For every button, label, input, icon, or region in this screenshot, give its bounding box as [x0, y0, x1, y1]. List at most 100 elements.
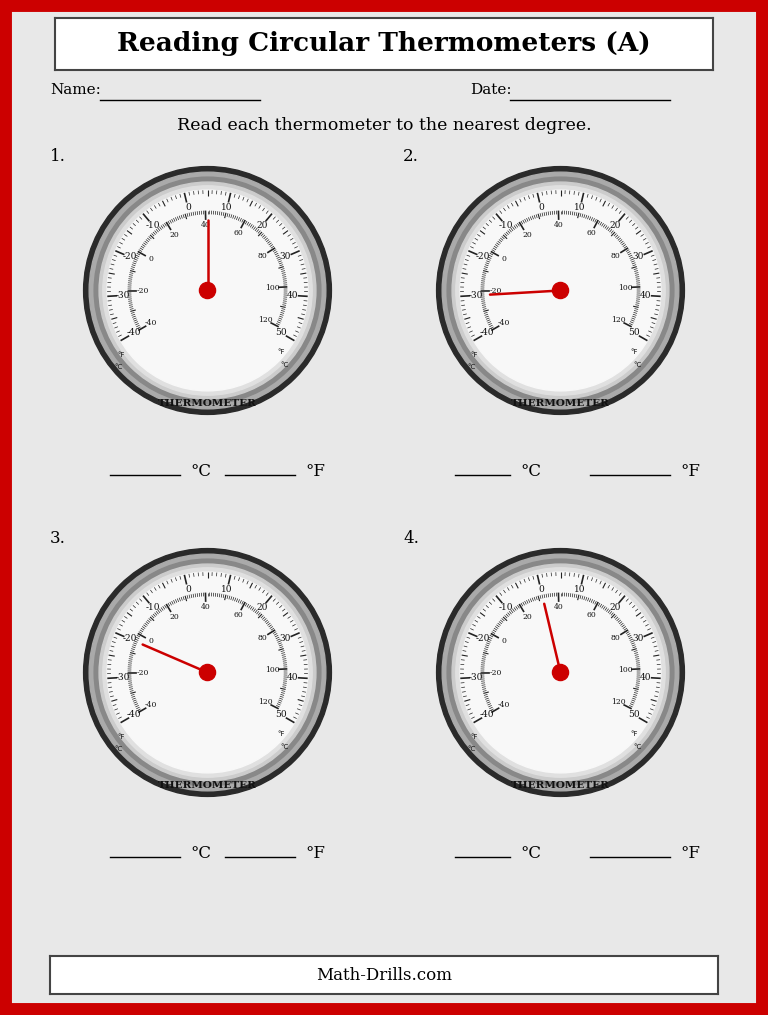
Text: -20: -20 — [122, 253, 137, 262]
Text: 60: 60 — [233, 229, 243, 238]
Text: 120: 120 — [611, 698, 626, 706]
Text: 20: 20 — [169, 613, 179, 621]
Text: °F: °F — [277, 349, 285, 355]
Text: 120: 120 — [258, 316, 273, 324]
Circle shape — [447, 178, 674, 404]
Text: °C: °C — [281, 362, 289, 367]
Text: 100: 100 — [265, 666, 280, 674]
Text: -40: -40 — [127, 329, 141, 337]
Circle shape — [460, 190, 661, 391]
Text: °C: °C — [281, 744, 289, 750]
Text: -20: -20 — [136, 669, 149, 677]
Circle shape — [452, 564, 669, 781]
Text: 40: 40 — [554, 221, 564, 229]
Text: °F: °F — [118, 734, 125, 740]
Text: 20: 20 — [609, 221, 621, 230]
Text: °F: °F — [277, 732, 285, 738]
Text: 10: 10 — [221, 203, 233, 212]
Text: THERMOMETER: THERMOMETER — [511, 399, 610, 408]
Text: 20: 20 — [522, 230, 531, 239]
Text: 20: 20 — [609, 603, 621, 612]
Text: 50: 50 — [275, 710, 286, 720]
Circle shape — [558, 287, 564, 293]
Text: °F: °F — [305, 463, 325, 479]
Circle shape — [436, 548, 684, 797]
Text: 50: 50 — [628, 710, 640, 720]
Text: 10: 10 — [221, 586, 233, 595]
Text: Date:: Date: — [470, 83, 511, 97]
Text: THERMOMETER: THERMOMETER — [158, 399, 257, 408]
Text: -40: -40 — [127, 710, 141, 720]
Text: -10: -10 — [146, 221, 161, 230]
Circle shape — [455, 567, 665, 777]
Text: °C: °C — [114, 746, 122, 752]
Text: °F: °F — [118, 352, 125, 358]
Text: -20: -20 — [122, 634, 137, 644]
Text: 60: 60 — [233, 611, 243, 619]
Text: 120: 120 — [611, 316, 626, 324]
Circle shape — [552, 665, 568, 680]
Text: 80: 80 — [611, 633, 621, 641]
Text: °F: °F — [305, 844, 325, 862]
Circle shape — [455, 186, 665, 395]
Text: 0: 0 — [502, 255, 506, 263]
Text: 20: 20 — [257, 603, 268, 612]
Text: -40: -40 — [145, 701, 157, 709]
Circle shape — [99, 182, 316, 399]
Circle shape — [107, 572, 308, 772]
Text: 0: 0 — [148, 636, 153, 645]
Text: -10: -10 — [498, 603, 513, 612]
Text: 0: 0 — [502, 636, 506, 645]
Circle shape — [204, 287, 210, 293]
Text: 40: 40 — [201, 604, 210, 611]
Text: -40: -40 — [480, 710, 495, 720]
Text: 30: 30 — [633, 634, 644, 644]
Circle shape — [442, 173, 679, 409]
Text: -30: -30 — [115, 291, 130, 300]
Circle shape — [103, 186, 313, 395]
Text: 10: 10 — [574, 203, 586, 212]
Text: -40: -40 — [498, 701, 511, 709]
Text: 40: 40 — [640, 673, 651, 682]
Text: 50: 50 — [628, 329, 640, 337]
Text: 40: 40 — [286, 673, 298, 682]
Text: 120: 120 — [258, 698, 273, 706]
Text: -10: -10 — [146, 603, 161, 612]
Text: °F: °F — [471, 734, 478, 740]
Circle shape — [99, 564, 316, 781]
Text: -20: -20 — [136, 287, 149, 295]
Text: 40: 40 — [554, 604, 564, 611]
Text: 1.: 1. — [50, 148, 66, 165]
Text: °F: °F — [680, 463, 700, 479]
Text: 10: 10 — [574, 586, 586, 595]
Text: Math-Drills.com: Math-Drills.com — [316, 966, 452, 984]
Circle shape — [107, 190, 308, 391]
Circle shape — [103, 567, 313, 777]
Text: THERMOMETER: THERMOMETER — [511, 781, 610, 790]
Text: 2.: 2. — [403, 148, 419, 165]
Text: 30: 30 — [633, 253, 644, 262]
Text: Read each thermometer to the nearest degree.: Read each thermometer to the nearest deg… — [177, 118, 591, 135]
Text: Name:: Name: — [50, 83, 101, 97]
Text: -40: -40 — [498, 319, 511, 327]
Text: 100: 100 — [618, 283, 633, 291]
Circle shape — [84, 166, 332, 414]
Circle shape — [447, 559, 674, 786]
Text: °C: °C — [634, 362, 642, 367]
Text: -30: -30 — [115, 673, 130, 682]
Text: °F: °F — [631, 349, 638, 355]
Text: -40: -40 — [145, 319, 157, 327]
Circle shape — [460, 572, 661, 772]
Text: 100: 100 — [618, 666, 633, 674]
Circle shape — [200, 282, 216, 298]
Circle shape — [452, 182, 669, 399]
Text: 3.: 3. — [50, 530, 66, 547]
Circle shape — [552, 282, 568, 298]
Text: 80: 80 — [611, 252, 621, 260]
Text: 20: 20 — [522, 613, 531, 621]
Text: 100: 100 — [265, 283, 280, 291]
Text: 20: 20 — [257, 221, 268, 230]
Text: °F: °F — [631, 732, 638, 738]
Text: THERMOMETER: THERMOMETER — [158, 781, 257, 790]
Text: 30: 30 — [280, 634, 291, 644]
